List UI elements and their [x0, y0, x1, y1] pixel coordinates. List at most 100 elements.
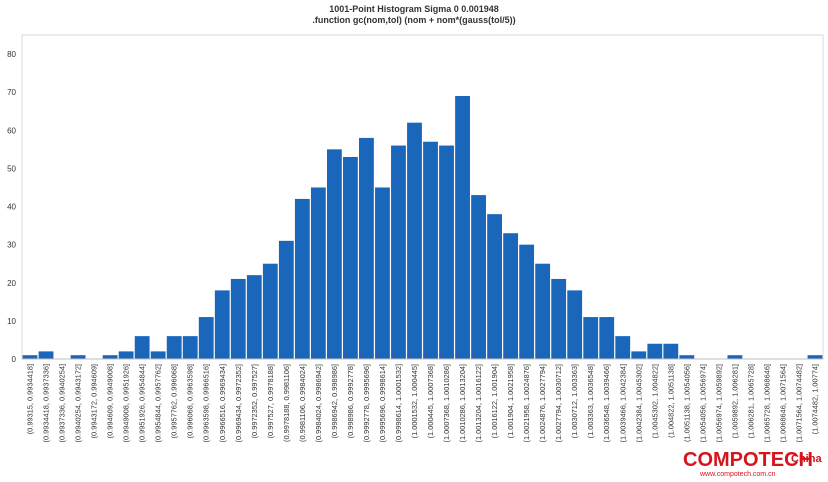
chart-subtitle: .function gc(nom,tol) (nom + nom*(gauss(… — [312, 15, 515, 25]
x-tick-label: (0.9966516, 0.9969434] — [218, 364, 227, 443]
histogram-bar — [439, 145, 454, 359]
x-tick-label: (1.0007368, 1.0010286] — [442, 364, 451, 443]
x-tick-label: (0.9937336, 0.9940254] — [58, 364, 67, 443]
y-tick-label: 70 — [7, 88, 16, 97]
x-tick-label: (0.994609, 0.9949008] — [106, 364, 115, 438]
x-tick-label: (0.9954844, 0.9957762] — [154, 364, 163, 443]
x-tick-label: (0.9978188, 0.9981106] — [282, 364, 291, 442]
histogram-bar — [391, 145, 406, 359]
x-tick-label: (0.9992778, 0.9995696] — [362, 364, 371, 443]
histogram-bar — [807, 355, 823, 359]
x-tick-label: (0.9934418, 0.9937336] — [42, 364, 51, 443]
histogram-bar — [150, 351, 166, 359]
histogram-bar — [102, 355, 118, 359]
histogram-bar — [198, 317, 214, 359]
x-tick-label: (0.9969434, 0.9972352] — [234, 364, 243, 443]
x-tick-label: (0.9995696, 0.9998614] — [378, 364, 387, 443]
histogram-bar — [551, 278, 567, 359]
histogram-bar — [214, 290, 230, 359]
histogram-bar — [599, 317, 615, 359]
x-tick-label: (1.0013204, 1.0016122] — [474, 364, 483, 443]
x-tick-label: (1.0024876, 1.0027794] — [538, 364, 547, 443]
watermark-brand: COMPOTECH — [683, 449, 813, 471]
x-tick-label: (1.0016122, 1.001904] — [490, 364, 499, 438]
x-tick-label: (1.0056974, 1.0059892] — [714, 364, 723, 443]
x-tick-label: (0.9986942, 0.998986] — [330, 364, 339, 438]
x-tick-label: (1.000445, 1.0007368] — [426, 364, 435, 438]
histogram-bar — [326, 149, 342, 359]
histogram-bar — [359, 137, 374, 359]
histogram-bar — [70, 355, 86, 359]
histogram-bar — [343, 156, 358, 359]
histogram-bar — [519, 244, 535, 359]
x-tick-label: (0.9951926, 0.9954844] — [138, 364, 147, 443]
histogram-bar — [38, 351, 54, 359]
histogram-bar — [567, 290, 583, 359]
y-tick-label: 30 — [7, 241, 16, 250]
x-tick-label: (0.9998614, 1.0001532] — [394, 364, 403, 443]
histogram-bar — [375, 187, 390, 359]
histogram-bar — [262, 263, 278, 359]
x-tick-label: (1.0059892, 1.006281] — [730, 364, 739, 438]
x-tick-label: (0.9981106, 0.9984024] — [298, 364, 307, 442]
x-tick-label: (0.9943172, 0.994609] — [90, 364, 99, 438]
histogram-bar — [246, 275, 262, 359]
histogram-bar — [503, 233, 519, 359]
y-tick-label: 40 — [7, 203, 16, 212]
histogram-bar — [663, 343, 679, 359]
bars-group — [22, 95, 823, 360]
x-tick-label: (0.996068, 0.9963598] — [186, 364, 195, 438]
x-tick-label: (1.0054056, 1.0056974] — [698, 364, 707, 443]
x-tick-label: (0.9963598, 0.9966516] — [202, 364, 211, 443]
histogram-bar — [487, 214, 502, 359]
histogram-bar — [22, 355, 38, 359]
y-tick-label: 20 — [7, 279, 16, 288]
x-tick-label: (1.001904, 1.0021958] — [506, 364, 515, 438]
x-tick-label: (1.0039466, 1.0042384] — [618, 364, 627, 443]
histogram-bar — [166, 336, 182, 359]
histogram-bar — [407, 122, 422, 359]
y-tick-label: 10 — [7, 317, 16, 326]
y-tick-label: 0 — [12, 355, 17, 364]
x-tick-label: (0.9940254, 0.9943172] — [74, 364, 83, 443]
histogram-bar — [679, 355, 695, 359]
histogram-bar — [278, 240, 294, 359]
histogram-bar — [423, 141, 438, 359]
x-tick-label: (0.997527, 0.9978188] — [266, 364, 275, 438]
histogram-bar — [182, 336, 198, 359]
x-tick-label: (1.0074482, 1.00774] — [810, 364, 819, 434]
x-tick-label: (1.004822, 1.0051138] — [666, 364, 675, 438]
y-tick-label: 80 — [7, 50, 16, 59]
x-tick-label: (1.006281, 1.0065728] — [746, 364, 755, 438]
histogram-bar — [118, 351, 134, 359]
histogram-bar — [615, 336, 631, 359]
x-tick-label: (1.0045302, 1.004822] — [650, 364, 659, 438]
x-tick-label: (0.9957762, 0.996068] — [170, 364, 179, 438]
x-tick-label: (0.9984024, 0.9986942] — [314, 364, 323, 443]
x-tick-label: (1.0065728, 1.0068646] — [762, 364, 771, 443]
histogram-bar — [294, 198, 310, 359]
x-tick-label: (1.0068646, 1.0071564] — [778, 364, 787, 443]
x-tick-label: (0.9972352, 0.997527] — [250, 364, 259, 438]
y-tick-label: 50 — [7, 164, 16, 173]
histogram-bar — [455, 95, 470, 360]
watermark-url: www.compotech.com.cn — [699, 471, 776, 478]
chart-title: 1001-Point Histogram Sigma 0 0.001948 — [329, 4, 499, 14]
histogram-bar — [583, 317, 599, 359]
histogram-bar — [134, 336, 150, 359]
watermark: COMPOTECH China www.compotech.com.cn — [683, 449, 822, 478]
x-tick-label: (1.0030712, 1.003363] — [570, 364, 579, 438]
x-tick-label: (1.0027794, 1.0030712] — [554, 364, 563, 443]
histogram-bar — [230, 278, 246, 359]
histogram-bar — [471, 195, 486, 359]
x-tick-label: (1.0071564, 1.0074482] — [794, 364, 803, 443]
histogram-bar — [631, 351, 647, 359]
histogram-bar — [310, 187, 326, 359]
histogram-bar — [647, 343, 663, 359]
watermark-region: China — [791, 453, 822, 465]
x-tick-label: (1.0010286, 1.0013204] — [458, 364, 467, 443]
x-tick-label: (1.0021958, 1.0024876] — [522, 364, 531, 443]
y-axis: 0 10 20 30 40 50 60 70 80 — [7, 50, 16, 364]
x-tick-label: (0.998986, 0.9992778] — [346, 364, 355, 438]
